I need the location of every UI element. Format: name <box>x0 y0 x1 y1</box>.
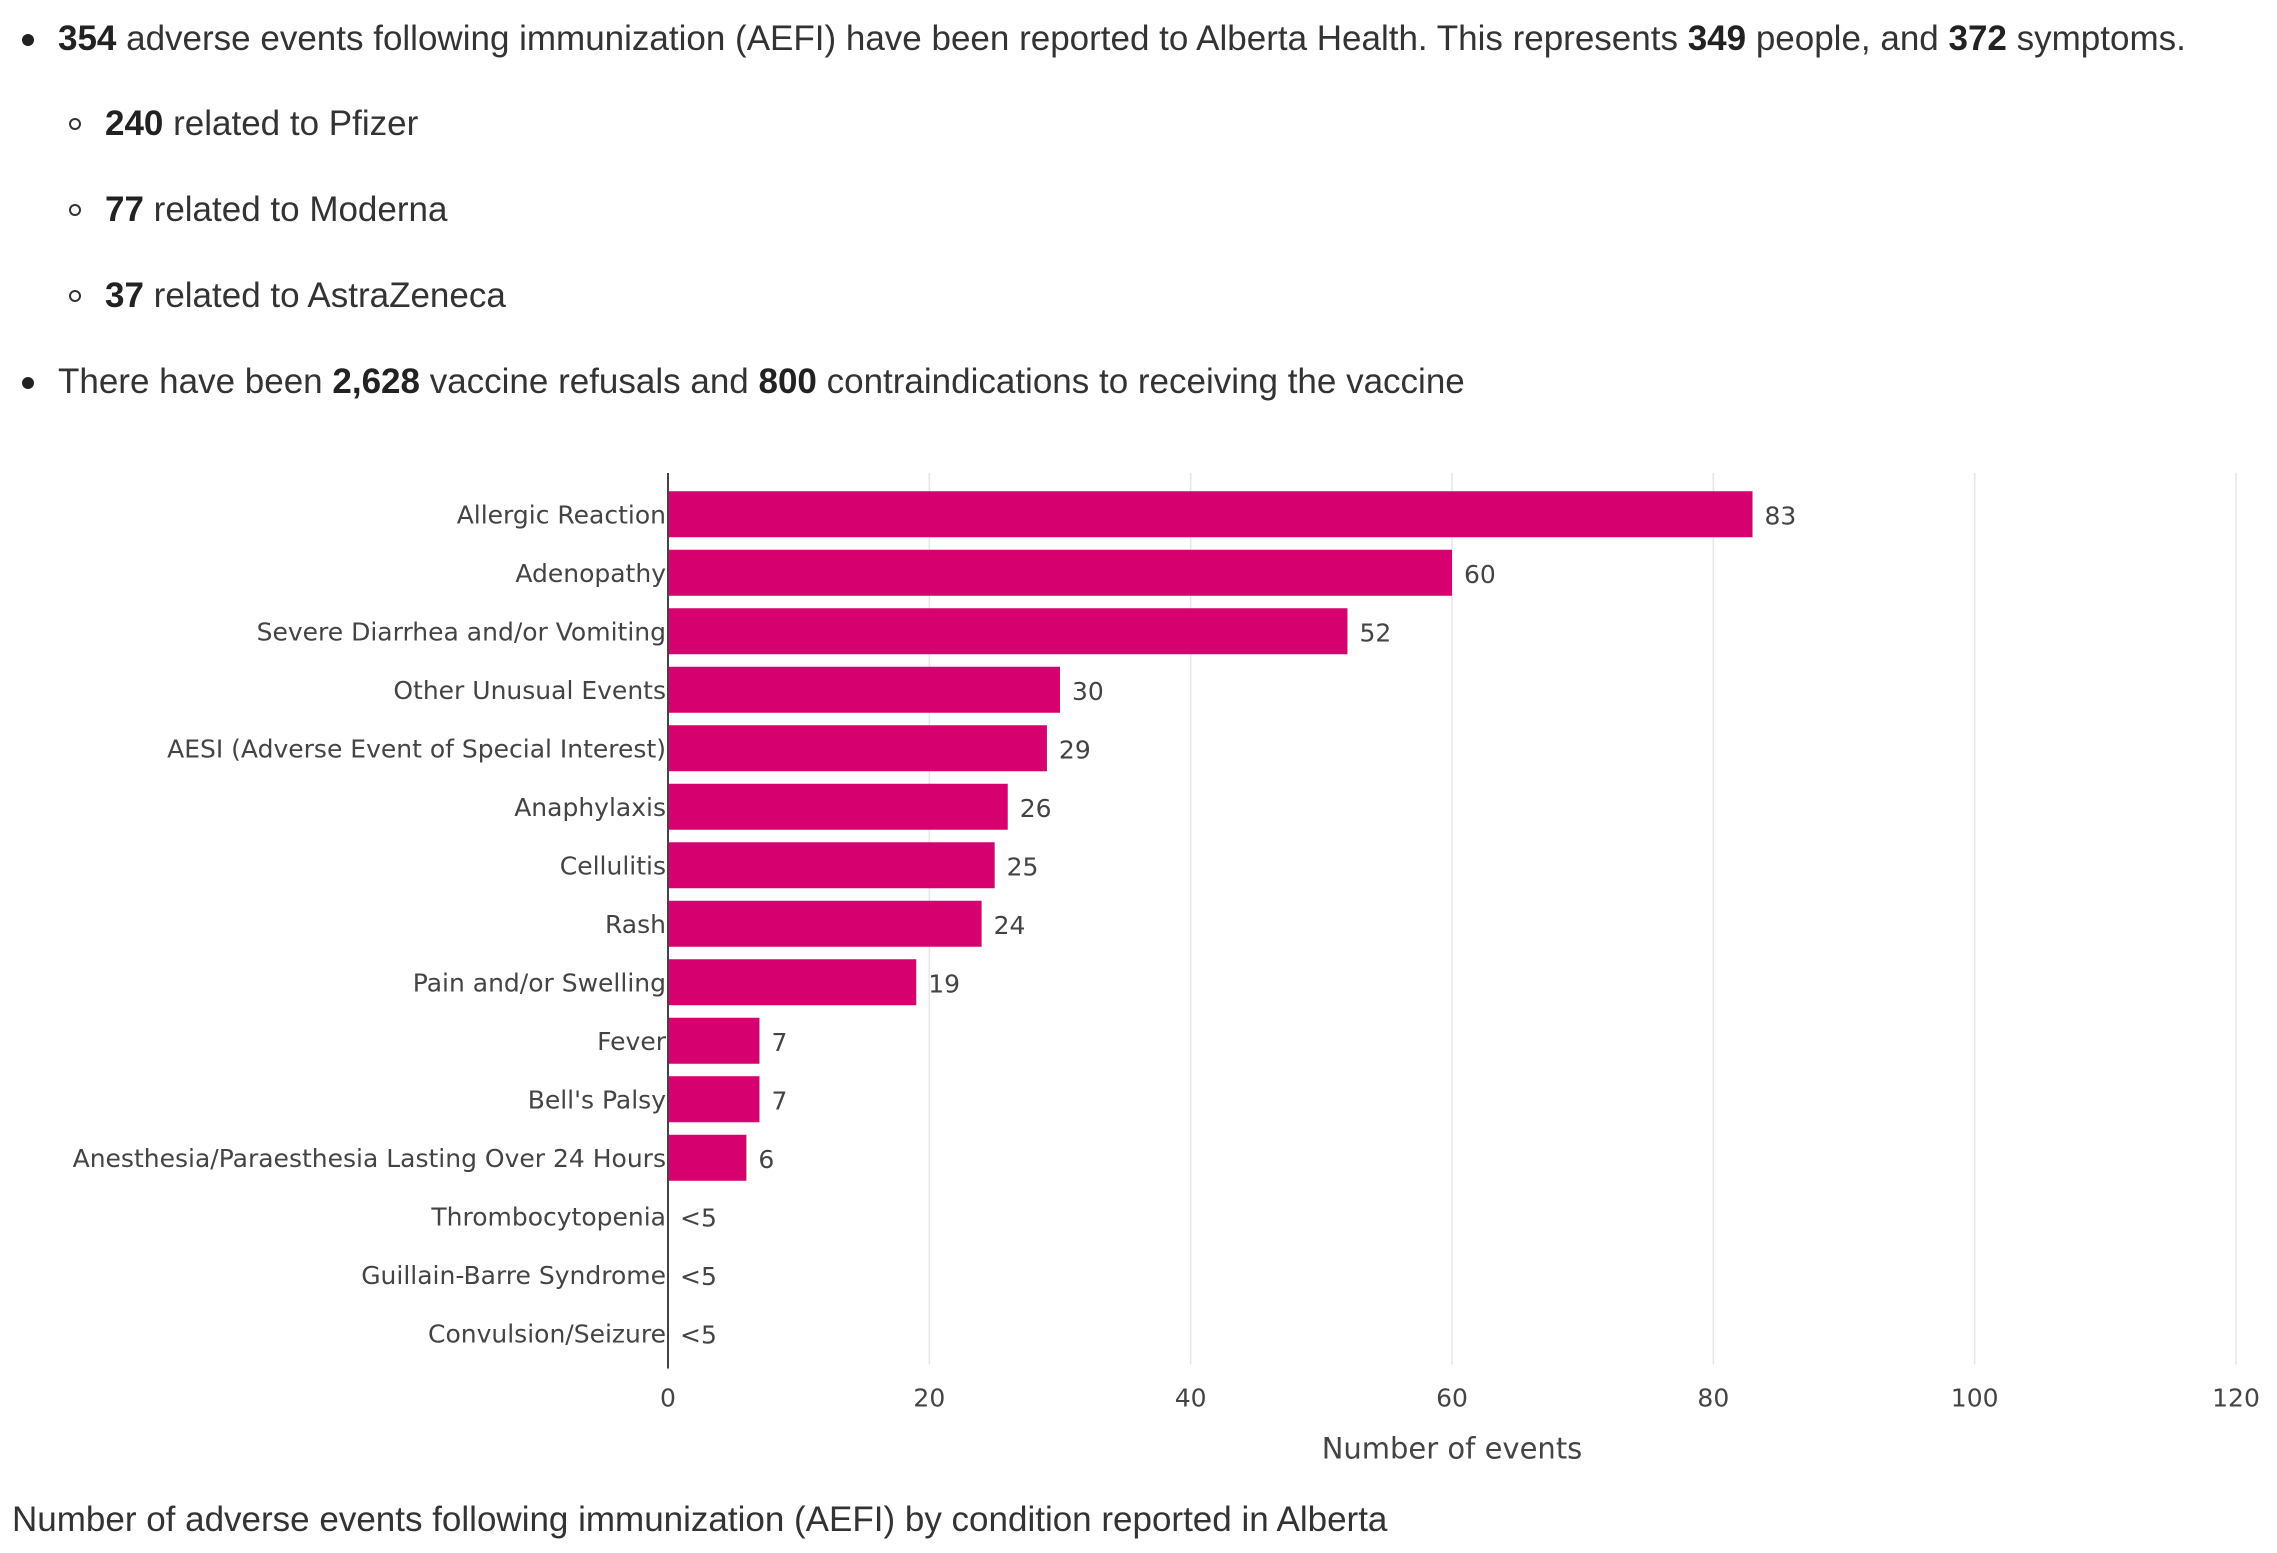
aefi-count: 354 <box>58 19 117 58</box>
bars <box>668 491 1753 1181</box>
sub-bullet-ring <box>69 290 81 302</box>
category-label: Guillain-Barre Syndrome <box>361 1261 666 1290</box>
bar <box>668 549 1452 596</box>
category-label: Allergic Reaction <box>457 500 666 529</box>
x-axis-title: Number of events <box>1322 1432 1583 1461</box>
vaccine-astrazeneca-line: 37 related to AstraZeneca <box>105 276 506 315</box>
bullet-dot <box>22 34 34 46</box>
x-tick-label: 60 <box>1436 1384 1468 1413</box>
data-label: 52 <box>1359 618 1391 647</box>
data-label: <5 <box>680 1262 717 1291</box>
category-label: Bell's Palsy <box>528 1085 667 1114</box>
data-label: 29 <box>1059 735 1091 764</box>
category-label: Convulsion/Seizure <box>428 1319 666 1348</box>
symptom-count: 372 <box>1948 19 2007 58</box>
category-label: Fever <box>597 1027 667 1056</box>
data-label: 7 <box>771 1086 787 1115</box>
data-label: 6 <box>758 1145 774 1174</box>
aefi-summary-line: 354 adverse events following immunizatio… <box>58 19 2186 58</box>
x-tick-label: 120 <box>2212 1384 2260 1413</box>
category-label: Rash <box>605 910 666 939</box>
category-label: Cellulitis <box>560 851 666 880</box>
data-label: 26 <box>1020 794 1052 823</box>
data-label: 60 <box>1464 560 1496 589</box>
bar <box>668 725 1047 772</box>
bar <box>668 900 982 947</box>
category-label: Anesthesia/Paraesthesia Lasting Over 24 … <box>73 1144 666 1173</box>
data-label: 24 <box>994 911 1026 940</box>
x-tick-label: 40 <box>1175 1384 1207 1413</box>
data-label: 30 <box>1072 677 1104 706</box>
value-labels: 83 60 52 30 29 26 25 24 19 7 7 6 <5 <5 <5 <box>680 501 1796 1349</box>
vaccine-pfizer-line: 240 related to Pfizer <box>105 104 419 143</box>
bullet-dot <box>22 377 34 389</box>
data-label: 19 <box>928 969 960 998</box>
grid-lines <box>928 473 2237 1365</box>
category-label: Adenopathy <box>515 559 666 588</box>
bar <box>668 783 1008 830</box>
x-tick-label: 80 <box>1697 1384 1729 1413</box>
refusals-line: There have been 2,628 vaccine refusals a… <box>58 362 1465 401</box>
category-label: AESI (Adverse Event of Special Interest) <box>167 734 666 763</box>
category-label: Anaphylaxis <box>514 793 666 822</box>
bar <box>668 959 917 1006</box>
x-tick-label: 20 <box>913 1384 945 1413</box>
category-label: Pain and/or Swelling <box>413 968 666 997</box>
bar <box>668 491 1753 538</box>
data-label: 83 <box>1765 501 1797 530</box>
data-label: 25 <box>1007 852 1039 881</box>
category-label: Thrombocytopenia <box>430 1202 666 1231</box>
bar <box>668 842 995 889</box>
x-tick-label: 0 <box>660 1384 676 1413</box>
sub-bullet-ring <box>69 118 81 130</box>
x-tick-labels: 0 20 40 60 80 100 120 <box>660 1384 2260 1413</box>
bar <box>668 666 1060 713</box>
vaccine-moderna-line: 77 related to Moderna <box>105 190 448 229</box>
x-tick-label: 100 <box>1951 1384 1999 1413</box>
contraindication-count: 800 <box>758 362 817 401</box>
category-label: Severe Diarrhea and/or Vomiting <box>257 617 666 646</box>
bar <box>668 1076 760 1123</box>
chart-caption: Number of adverse events following immun… <box>12 1500 1388 1539</box>
aefi-bar-chart: Allergic Reaction Adenopathy Severe Diarrh… <box>73 473 2260 1461</box>
people-count: 349 <box>1687 19 1747 58</box>
category-labels: Allergic Reaction Adenopathy Severe Diarrh… <box>73 500 667 1348</box>
data-label: <5 <box>680 1203 717 1232</box>
sub-bullet-ring <box>69 204 81 216</box>
bar <box>668 1017 760 1064</box>
bar <box>668 1134 747 1181</box>
bar <box>668 608 1348 655</box>
data-label: 7 <box>771 1028 787 1057</box>
category-label: Other Unusual Events <box>393 676 666 705</box>
refusal-count: 2,628 <box>332 362 420 401</box>
data-label: <5 <box>680 1320 717 1349</box>
